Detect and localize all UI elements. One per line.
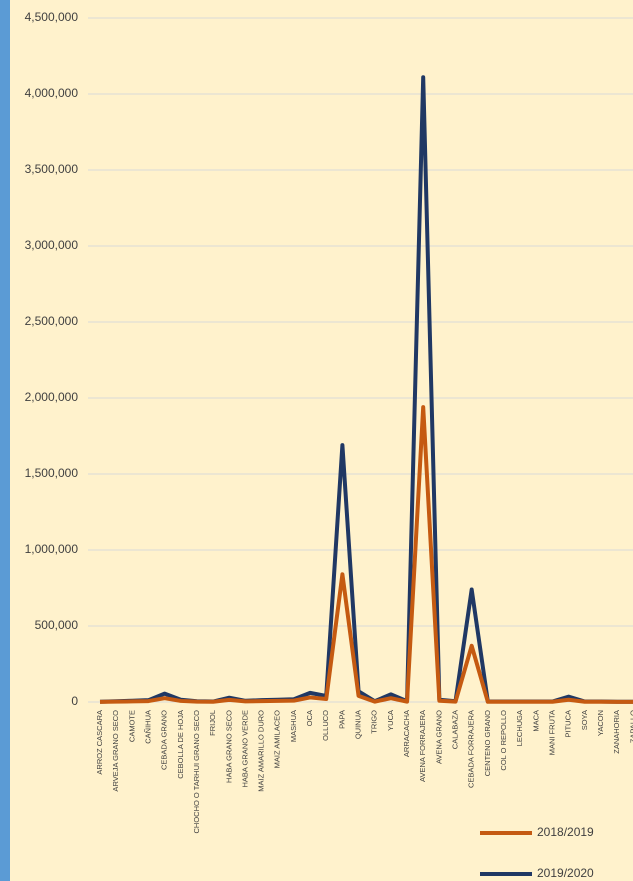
x-tick-label: MASHUA: [289, 710, 298, 742]
x-tick-label: OCA: [305, 710, 314, 726]
x-tick-label: ARVEJA GRANO SECO: [111, 710, 120, 792]
x-tick-label: HABA GRANO VERDE: [240, 710, 249, 788]
x-tick-label: QUINUA: [354, 710, 363, 739]
x-tick-label: ARRACACHA: [402, 710, 411, 757]
y-tick-label: 4,000,000: [25, 86, 79, 100]
x-tick-label: MAIZ AMARILLO DURO: [257, 710, 266, 792]
y-tick-label: 0: [71, 694, 78, 708]
x-tick-label: AVENA FORRAJERA: [418, 710, 427, 782]
x-tick-label: TRIGO: [370, 710, 379, 734]
x-tick-label: SOYA: [580, 710, 589, 730]
x-tick-label: AVENA GRANO: [434, 710, 443, 764]
series-line: [99, 405, 633, 704]
x-tick-label: CAMOTE: [127, 710, 136, 742]
y-tick-label: 2,500,000: [25, 314, 79, 328]
y-tick-label: 1,000,000: [25, 542, 79, 556]
x-tick-label: HABA GRANO SECO: [224, 710, 233, 783]
legend-label: 2018/2019: [537, 825, 594, 839]
x-tick-label: CEBADA GRANO: [160, 710, 169, 770]
x-tick-label: COL O REPOLLO: [499, 710, 508, 771]
x-tick-label: CHOCHO O TARHUI GRANO SECO: [192, 710, 201, 834]
x-tick-label: CEBOLLA DE HOJA: [176, 710, 185, 779]
x-tick-label: FRIJOL: [208, 710, 217, 736]
y-tick-label: 3,000,000: [25, 238, 79, 252]
x-tick-label: MAIZ AMILACEO: [273, 710, 282, 769]
x-tick-label: ARROZ CASCARA: [95, 710, 104, 775]
x-tick-label: ZAPALLO: [628, 710, 633, 743]
y-tick-label: 3,500,000: [25, 162, 79, 176]
x-tick-label: CEBADA FORRAJERA: [467, 710, 476, 788]
x-tick-label: MANI FRUTA: [547, 710, 556, 755]
x-tick-label: PAPA: [337, 710, 346, 729]
x-tick-label: ZANAHORIA: [612, 710, 621, 754]
series-line: [99, 75, 633, 704]
y-tick-label: 4,500,000: [25, 10, 79, 24]
x-tick-label: CALABAZA: [451, 710, 460, 749]
x-tick-label: CENTENO GRANO: [483, 710, 492, 776]
x-tick-label: YACON: [596, 710, 605, 736]
x-tick-label: YUCA: [386, 710, 395, 731]
x-tick-label: PITUCA: [564, 710, 573, 738]
x-tick-label: LECHUGA: [515, 710, 524, 746]
y-tick-label: 2,000,000: [25, 390, 79, 404]
y-tick-label: 500,000: [35, 618, 79, 632]
x-tick-label: CAÑIHUA: [143, 710, 152, 744]
x-tick-label: MACA: [531, 710, 540, 732]
x-tick-label: OLLUCO: [321, 710, 330, 741]
legend-label: 2019/2020: [537, 866, 594, 880]
side-bar: [0, 0, 10, 881]
y-tick-label: 1,500,000: [25, 466, 79, 480]
